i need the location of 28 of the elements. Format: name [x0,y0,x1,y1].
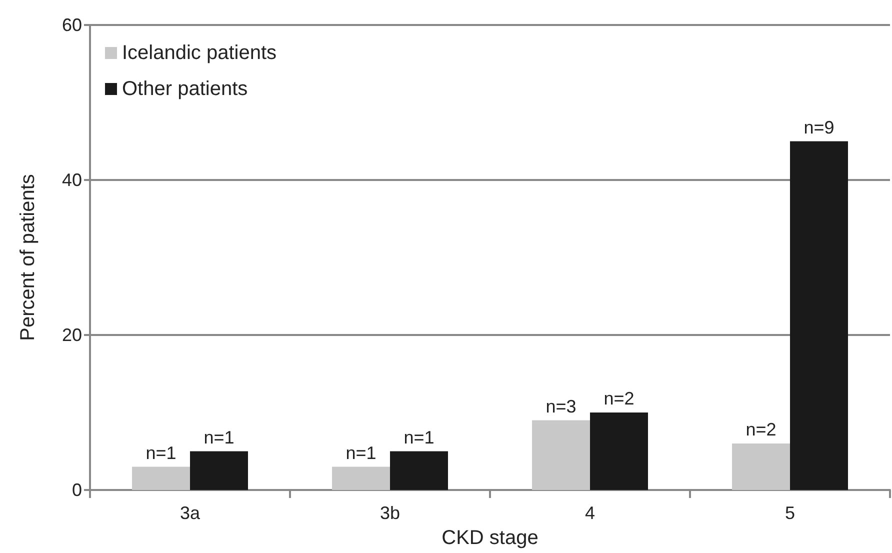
bar [390,451,448,490]
annotation: n=9 [804,117,834,138]
bar [732,444,790,490]
annotation: n=3 [546,396,576,416]
bar [532,420,590,490]
y-tick-label: 40 [62,170,82,190]
bar [590,412,648,490]
legend-label: Other patients [122,78,248,100]
legend-label: Icelandic patients [122,42,277,64]
bar [332,466,390,490]
annotation: n=1 [404,427,434,448]
y-tick-label: 0 [72,480,82,500]
x-tick-label: 4 [584,503,596,523]
bar [132,466,190,490]
y-tick-label: 60 [62,15,82,35]
x-axis-title: CKD stage [442,527,538,549]
x-tick-label: 3a [180,503,201,523]
y-axis-title: Percent of patients [17,174,39,341]
x-tick-label: 5 [784,503,796,523]
bar [190,451,248,490]
annotation: n=1 [346,442,376,463]
annotation: n=1 [204,427,234,448]
x-tick-label: 3b [380,503,400,523]
annotation: n=2 [746,420,776,440]
annotation: n=2 [604,388,634,408]
bar [790,141,848,490]
y-tick-label: 20 [62,325,82,345]
annotation: n=1 [146,442,176,463]
